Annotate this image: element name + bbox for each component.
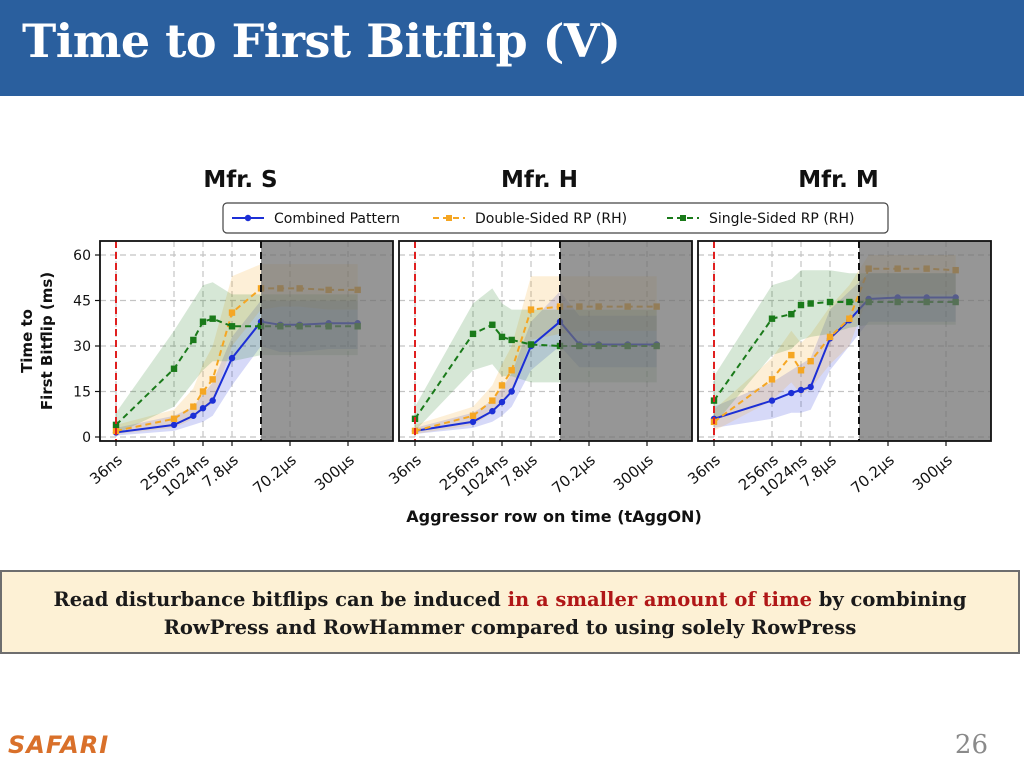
legend-frame — [222, 202, 889, 234]
combined-point — [797, 386, 805, 394]
callout-box: Read disturbance bitflips can be induced… — [0, 570, 1020, 654]
panel-frame — [99, 240, 394, 442]
double-point — [469, 412, 477, 419]
y-tick-label: 0 — [82, 430, 91, 446]
combined-point — [190, 412, 197, 419]
combined-point — [508, 388, 515, 395]
double-point — [768, 376, 776, 383]
legend: Combined Pattern Double-Sided RP (RH) Sing… — [222, 202, 889, 234]
single-point — [826, 298, 834, 306]
combined-point — [807, 383, 814, 391]
y-tick-label: 60 — [73, 248, 91, 264]
panel-frame — [398, 240, 693, 442]
x-tick-label: 300µs — [311, 451, 358, 494]
safari-logo: SAFARI — [8, 731, 110, 759]
single-point — [498, 333, 506, 341]
single-point — [807, 300, 814, 307]
shaded-region — [859, 241, 991, 441]
double-point — [788, 351, 795, 359]
combined-legend-label: Combined Pattern — [274, 211, 400, 227]
combined-point — [209, 397, 216, 404]
double-point — [508, 367, 515, 374]
panel-title: Mfr. M — [798, 167, 879, 193]
double-point — [489, 397, 496, 404]
callout-highlight: in a smaller amount of time — [507, 588, 812, 611]
single-point — [508, 336, 515, 344]
panel-title: Mfr. H — [501, 167, 578, 193]
x-axis-label: Aggressor row on time (tAggON) — [406, 507, 702, 526]
double-point — [190, 403, 197, 410]
x-tick-label: 300µs — [610, 451, 657, 494]
single-point — [489, 321, 496, 328]
single-point — [469, 330, 477, 338]
y-axis-label-line-2: First Bitflip (ms) — [38, 272, 56, 410]
x-tick-label: 300µs — [909, 451, 956, 494]
y-tick-label: 45 — [73, 294, 91, 310]
single-point — [228, 323, 236, 330]
single-legend-marker — [680, 215, 686, 221]
single-point — [797, 301, 805, 309]
double-point — [170, 415, 178, 422]
single-point — [788, 310, 795, 318]
combined-point — [228, 354, 236, 362]
combined-point — [489, 408, 496, 415]
double-confidence-band — [714, 255, 956, 431]
single-point — [170, 365, 178, 372]
double-point — [199, 388, 207, 395]
double-point — [807, 357, 814, 365]
x-tick-label: 70.2µs — [548, 451, 599, 498]
callout-text-end: by combining — [812, 588, 967, 611]
combined-legend-marker — [244, 214, 252, 222]
single-legend-label: Single-Sided RP (RH) — [709, 211, 855, 227]
callout-line-2: RowPress and RowHammer compared to using… — [163, 616, 857, 639]
shaded-region — [261, 241, 393, 441]
double-point — [228, 309, 236, 316]
x-tick-label: 36ns — [385, 451, 425, 488]
single-point — [112, 421, 120, 429]
double-point — [846, 315, 853, 322]
panel-frame — [697, 240, 992, 442]
page-title: Time to First Bitflip (V) — [22, 14, 621, 68]
double-point — [527, 306, 535, 313]
single-point — [190, 336, 197, 344]
combined-point — [788, 389, 795, 397]
y-axis-label-line-1: Time to — [18, 309, 36, 373]
single-point — [846, 298, 853, 306]
page-number: 26 — [954, 730, 988, 760]
single-point — [199, 318, 207, 325]
combined-point — [498, 398, 506, 406]
y-tick-label: 15 — [73, 385, 91, 401]
double-point — [797, 367, 805, 374]
single-point — [768, 315, 776, 322]
shaded-region — [560, 241, 692, 441]
double-legend-label: Double-Sided RP (RH) — [475, 211, 627, 227]
y-tick-label: 30 — [73, 339, 91, 355]
x-tick-label: 70.2µs — [249, 451, 300, 498]
x-tick-label: 36ns — [684, 451, 724, 488]
x-tick-label: 36ns — [86, 451, 126, 488]
combined-point — [199, 404, 207, 412]
combined-point — [768, 397, 776, 404]
single-point — [209, 315, 216, 322]
double-point — [209, 376, 216, 383]
title-bar: Time to First Bitflip (V) — [0, 0, 1024, 96]
single-point — [527, 341, 535, 348]
combined-point — [170, 421, 178, 429]
combined-point — [469, 418, 477, 426]
callout-text-start: Read disturbance bitflips can be induced — [53, 588, 508, 611]
double-point — [826, 333, 834, 341]
double-point — [498, 382, 506, 389]
double-legend-marker — [446, 215, 452, 221]
panel-title: Mfr. S — [203, 167, 277, 193]
x-tick-label: 70.2µs — [847, 451, 898, 498]
